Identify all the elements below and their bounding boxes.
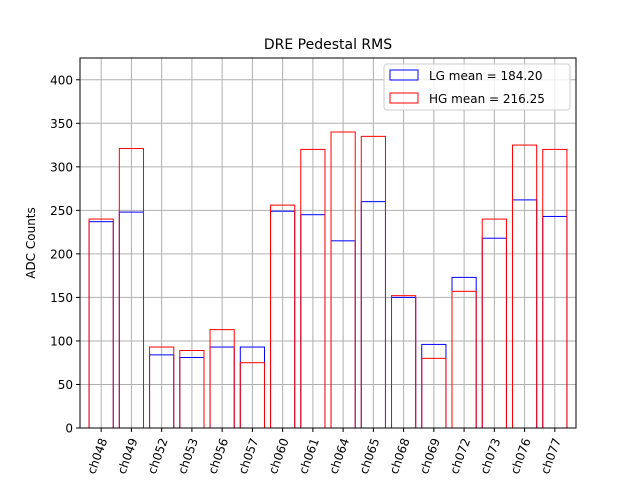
y-tick-label: 150 [50, 291, 73, 305]
legend-label-hg: HG mean = 216.25 [429, 92, 545, 106]
y-tick-label: 250 [50, 204, 73, 218]
y-axis-label: ADC Counts [24, 207, 38, 279]
y-axis: 0 50 100 150 200 250 300 350 400 [50, 73, 80, 436]
legend-swatch-lg [389, 69, 419, 81]
y-tick-label: 100 [50, 334, 73, 348]
grid-lines [80, 58, 576, 429]
legend: LG mean = 184.20 HG mean = 216.25 [383, 63, 571, 111]
y-tick-label: 350 [50, 117, 73, 131]
legend-swatch-hg [389, 92, 419, 104]
y-tick-label: 50 [58, 378, 73, 392]
y-tick-label: 200 [50, 247, 73, 261]
y-tick-label: 400 [50, 73, 73, 87]
legend-box [383, 63, 571, 111]
chart-title: DRE Pedestal RMS [264, 37, 392, 53]
y-tick-label: 300 [50, 160, 73, 174]
plot-frame [79, 57, 577, 429]
legend-label-lg: LG mean = 184.20 [429, 69, 543, 83]
y-tick-label: 0 [65, 422, 73, 436]
